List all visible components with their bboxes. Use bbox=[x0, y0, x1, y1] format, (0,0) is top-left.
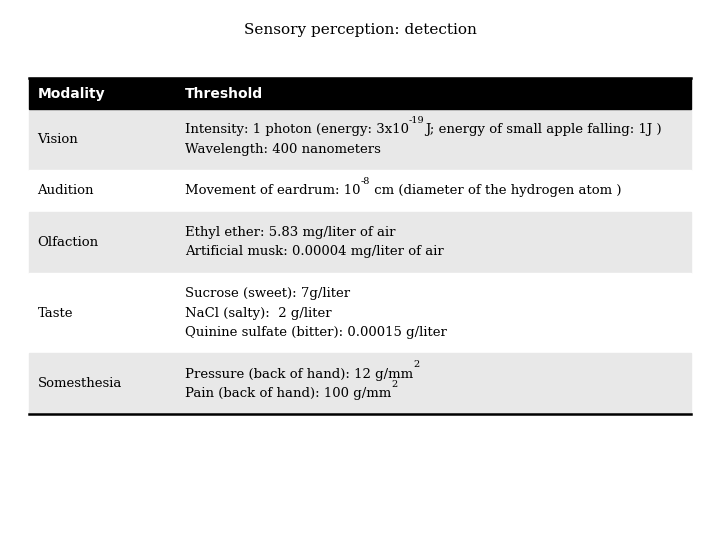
Text: Sensory perception: detection: Sensory perception: detection bbox=[243, 23, 477, 37]
Text: J; energy of small apple falling: 1J ): J; energy of small apple falling: 1J ) bbox=[425, 123, 661, 136]
Text: Pressure (back of hand): 12 g/mm: Pressure (back of hand): 12 g/mm bbox=[185, 368, 413, 381]
Text: Pain (back of hand): 100 g/mm: Pain (back of hand): 100 g/mm bbox=[185, 387, 391, 400]
Text: Wavelength: 400 nanometers: Wavelength: 400 nanometers bbox=[185, 143, 381, 156]
Text: Ethyl ether: 5.83 mg/liter of air: Ethyl ether: 5.83 mg/liter of air bbox=[185, 226, 395, 239]
Text: Sucrose (sweet): 7g/liter: Sucrose (sweet): 7g/liter bbox=[185, 287, 350, 300]
Text: 2: 2 bbox=[413, 360, 420, 369]
Text: Vision: Vision bbox=[37, 133, 78, 146]
Text: Movement of eardrum: 10: Movement of eardrum: 10 bbox=[185, 184, 361, 197]
Text: Quinine sulfate (bitter): 0.00015 g/liter: Quinine sulfate (bitter): 0.00015 g/lite… bbox=[185, 326, 447, 339]
Text: cm (diameter of the hydrogen atom ): cm (diameter of the hydrogen atom ) bbox=[370, 184, 621, 197]
Text: 2: 2 bbox=[391, 380, 397, 389]
Text: Threshold: Threshold bbox=[185, 86, 264, 100]
Text: Intensity: 1 photon (energy: 3x10: Intensity: 1 photon (energy: 3x10 bbox=[185, 123, 409, 136]
Text: Artificial musk: 0.00004 mg/liter of air: Artificial musk: 0.00004 mg/liter of air bbox=[185, 245, 444, 259]
Text: Taste: Taste bbox=[37, 307, 73, 320]
Text: Modality: Modality bbox=[37, 86, 105, 100]
Text: Olfaction: Olfaction bbox=[37, 235, 99, 249]
Text: -8: -8 bbox=[361, 177, 370, 186]
Text: Somesthesia: Somesthesia bbox=[37, 377, 122, 390]
Text: -19: -19 bbox=[409, 116, 425, 125]
Text: NaCl (salty):  2 g/liter: NaCl (salty): 2 g/liter bbox=[185, 307, 332, 320]
Text: Audition: Audition bbox=[37, 184, 94, 197]
